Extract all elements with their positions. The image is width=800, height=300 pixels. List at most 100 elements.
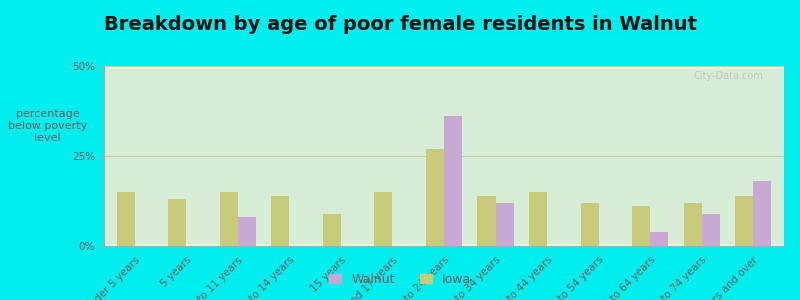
Bar bbox=[104, 69, 784, 169]
Bar bbox=[104, 69, 784, 145]
Bar bbox=[104, 69, 784, 143]
Bar bbox=[104, 69, 784, 205]
Bar bbox=[632, 206, 650, 246]
Bar bbox=[104, 68, 784, 97]
Bar bbox=[444, 116, 462, 246]
Bar bbox=[104, 69, 784, 196]
Bar bbox=[104, 69, 784, 165]
Text: Breakdown by age of poor female residents in Walnut: Breakdown by age of poor female resident… bbox=[103, 15, 697, 34]
Bar bbox=[104, 68, 784, 138]
Bar bbox=[104, 69, 784, 190]
Bar bbox=[104, 68, 784, 113]
Bar bbox=[104, 68, 784, 75]
Bar bbox=[104, 69, 784, 217]
Bar bbox=[104, 69, 784, 210]
Bar bbox=[374, 192, 393, 246]
Legend: Walnut, Iowa: Walnut, Iowa bbox=[324, 268, 476, 291]
Bar bbox=[104, 69, 784, 172]
Bar bbox=[529, 192, 547, 246]
Text: City-Data.com: City-Data.com bbox=[694, 71, 763, 81]
Bar bbox=[104, 68, 784, 111]
Bar bbox=[104, 66, 784, 68]
Bar bbox=[104, 68, 784, 124]
Bar bbox=[104, 68, 784, 136]
Bar bbox=[104, 68, 784, 107]
Bar bbox=[104, 69, 784, 160]
Bar bbox=[581, 203, 598, 246]
Bar bbox=[104, 69, 784, 203]
Bar bbox=[104, 68, 784, 70]
Bar bbox=[104, 68, 784, 102]
Bar bbox=[104, 69, 784, 158]
Bar bbox=[104, 70, 784, 241]
Bar bbox=[104, 69, 784, 208]
Bar bbox=[168, 199, 186, 246]
Bar bbox=[323, 214, 341, 246]
Bar bbox=[104, 68, 784, 88]
Bar bbox=[735, 196, 753, 246]
Bar bbox=[104, 69, 784, 223]
Bar bbox=[104, 69, 784, 224]
Bar bbox=[478, 196, 495, 246]
Bar bbox=[104, 69, 784, 183]
Bar bbox=[104, 69, 784, 212]
Bar bbox=[104, 70, 784, 242]
Bar bbox=[104, 69, 784, 214]
Bar bbox=[271, 196, 290, 246]
Bar bbox=[104, 68, 784, 98]
Bar bbox=[650, 232, 668, 246]
Bar bbox=[104, 68, 784, 84]
Bar bbox=[104, 69, 784, 170]
Bar bbox=[104, 69, 784, 215]
Bar bbox=[104, 68, 784, 116]
Bar bbox=[220, 192, 238, 246]
Bar bbox=[104, 68, 784, 129]
Bar bbox=[104, 69, 784, 176]
Bar bbox=[104, 69, 784, 194]
Bar bbox=[104, 68, 784, 120]
Bar bbox=[104, 68, 784, 125]
Bar bbox=[104, 68, 784, 95]
Bar bbox=[104, 68, 784, 71]
Bar bbox=[104, 69, 784, 230]
Bar bbox=[683, 203, 702, 246]
Bar bbox=[104, 68, 784, 80]
Bar bbox=[104, 68, 784, 77]
Bar bbox=[702, 214, 720, 246]
Bar bbox=[104, 69, 784, 174]
Bar bbox=[104, 68, 784, 122]
Bar bbox=[104, 68, 784, 91]
Bar bbox=[104, 70, 784, 232]
Bar bbox=[104, 68, 784, 73]
Bar bbox=[104, 69, 784, 226]
Bar bbox=[104, 68, 784, 134]
Bar bbox=[104, 68, 784, 140]
Bar bbox=[104, 69, 784, 201]
Bar bbox=[104, 69, 784, 149]
Bar bbox=[104, 69, 784, 187]
Bar bbox=[238, 217, 256, 246]
Bar bbox=[104, 68, 784, 93]
Bar bbox=[104, 68, 784, 118]
Bar bbox=[104, 69, 784, 178]
Bar bbox=[104, 69, 784, 179]
Bar bbox=[426, 149, 444, 246]
Bar bbox=[104, 68, 784, 133]
Bar bbox=[104, 68, 784, 104]
Bar bbox=[104, 69, 784, 152]
Bar bbox=[104, 69, 784, 147]
Bar bbox=[104, 68, 784, 115]
Bar bbox=[104, 70, 784, 239]
Bar bbox=[104, 69, 784, 197]
Bar bbox=[104, 69, 784, 219]
Bar bbox=[104, 70, 784, 233]
Bar bbox=[104, 69, 784, 188]
Bar bbox=[104, 69, 784, 206]
Bar bbox=[104, 68, 784, 109]
Bar bbox=[104, 69, 784, 228]
Bar bbox=[104, 69, 784, 161]
Bar bbox=[104, 68, 784, 86]
Bar bbox=[104, 70, 784, 237]
Bar bbox=[104, 68, 784, 106]
Bar bbox=[104, 69, 784, 151]
